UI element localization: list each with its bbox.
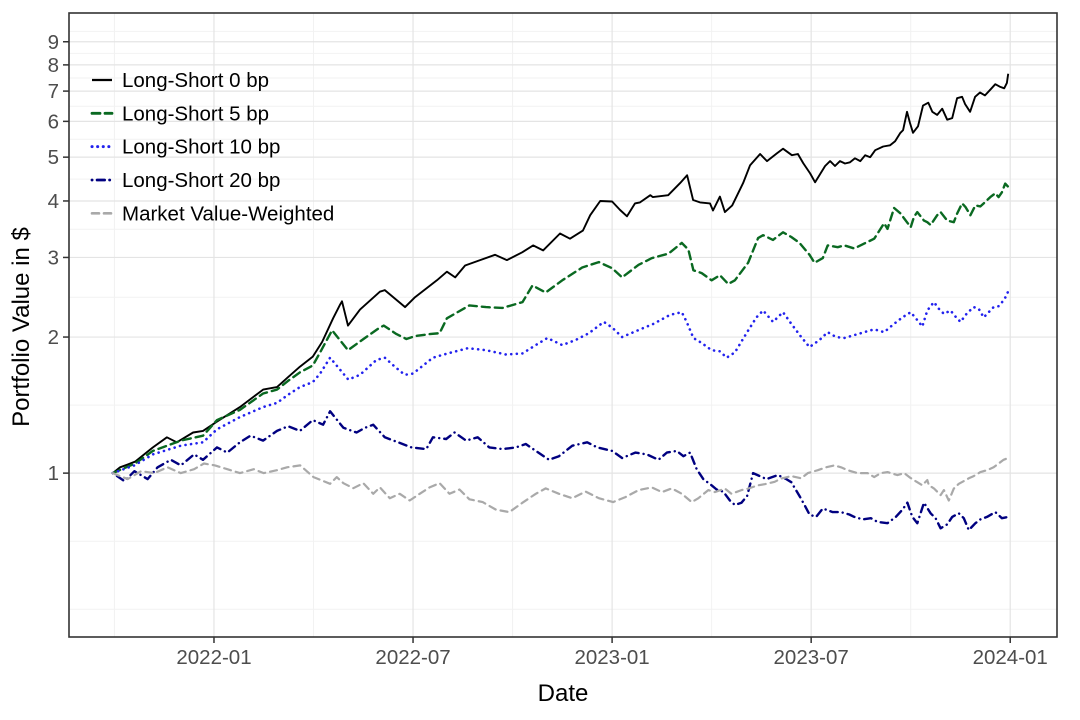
legend-label: Long-Short 0 bp	[122, 69, 269, 92]
y-tick-label: 7	[48, 80, 59, 103]
panel-background	[69, 13, 1057, 637]
y-tick-label: 4	[48, 190, 59, 213]
y-tick-label: 1	[48, 462, 59, 485]
series-line-long-short-0-bp	[112, 73, 1010, 474]
x-tick-label: 2022-01	[176, 646, 251, 669]
y-axis-title: Portfolio Value in $	[8, 227, 35, 427]
x-axis-title: Date	[537, 680, 589, 707]
y-tick-label: 2	[48, 326, 59, 349]
y-tick-label: 3	[48, 246, 59, 269]
x-tick-label: 2022-07	[375, 646, 450, 669]
panel-border	[68, 12, 1058, 638]
legend-label: Long-Short 20 bp	[122, 169, 280, 192]
y-tick-label: 6	[48, 110, 59, 133]
legend-item-long-short-5-bp: Long-Short 5 bp	[90, 102, 269, 125]
y-tick-label: 8	[48, 54, 59, 77]
legend-label: Market Value-Weighted	[122, 202, 334, 225]
x-tick-label: 2023-01	[574, 646, 649, 669]
legend-label: Long-Short 5 bp	[122, 102, 269, 125]
series-line-long-short-20-bp	[111, 410, 1010, 532]
y-tick-label: 9	[48, 31, 59, 54]
legend-item-long-short-0-bp: Long-Short 0 bp	[92, 69, 269, 92]
series-line-long-short-5-bp	[111, 182, 1010, 475]
legend-item-long-short-20-bp: Long-Short 20 bp	[90, 169, 280, 192]
legend-item-long-short-10-bp: Long-Short 10 bp	[90, 136, 280, 159]
legend-label: Long-Short 10 bp	[122, 136, 280, 159]
x-tick-label: 2023-07	[774, 646, 849, 669]
series-line-long-short-10-bp	[111, 289, 1010, 475]
series-line-market-value-weighted	[111, 456, 1010, 514]
x-tick-label: 2024-01	[973, 646, 1048, 669]
legend-item-market-value-weighted: Market Value-Weighted	[90, 202, 334, 225]
y-tick-label: 5	[48, 146, 59, 169]
